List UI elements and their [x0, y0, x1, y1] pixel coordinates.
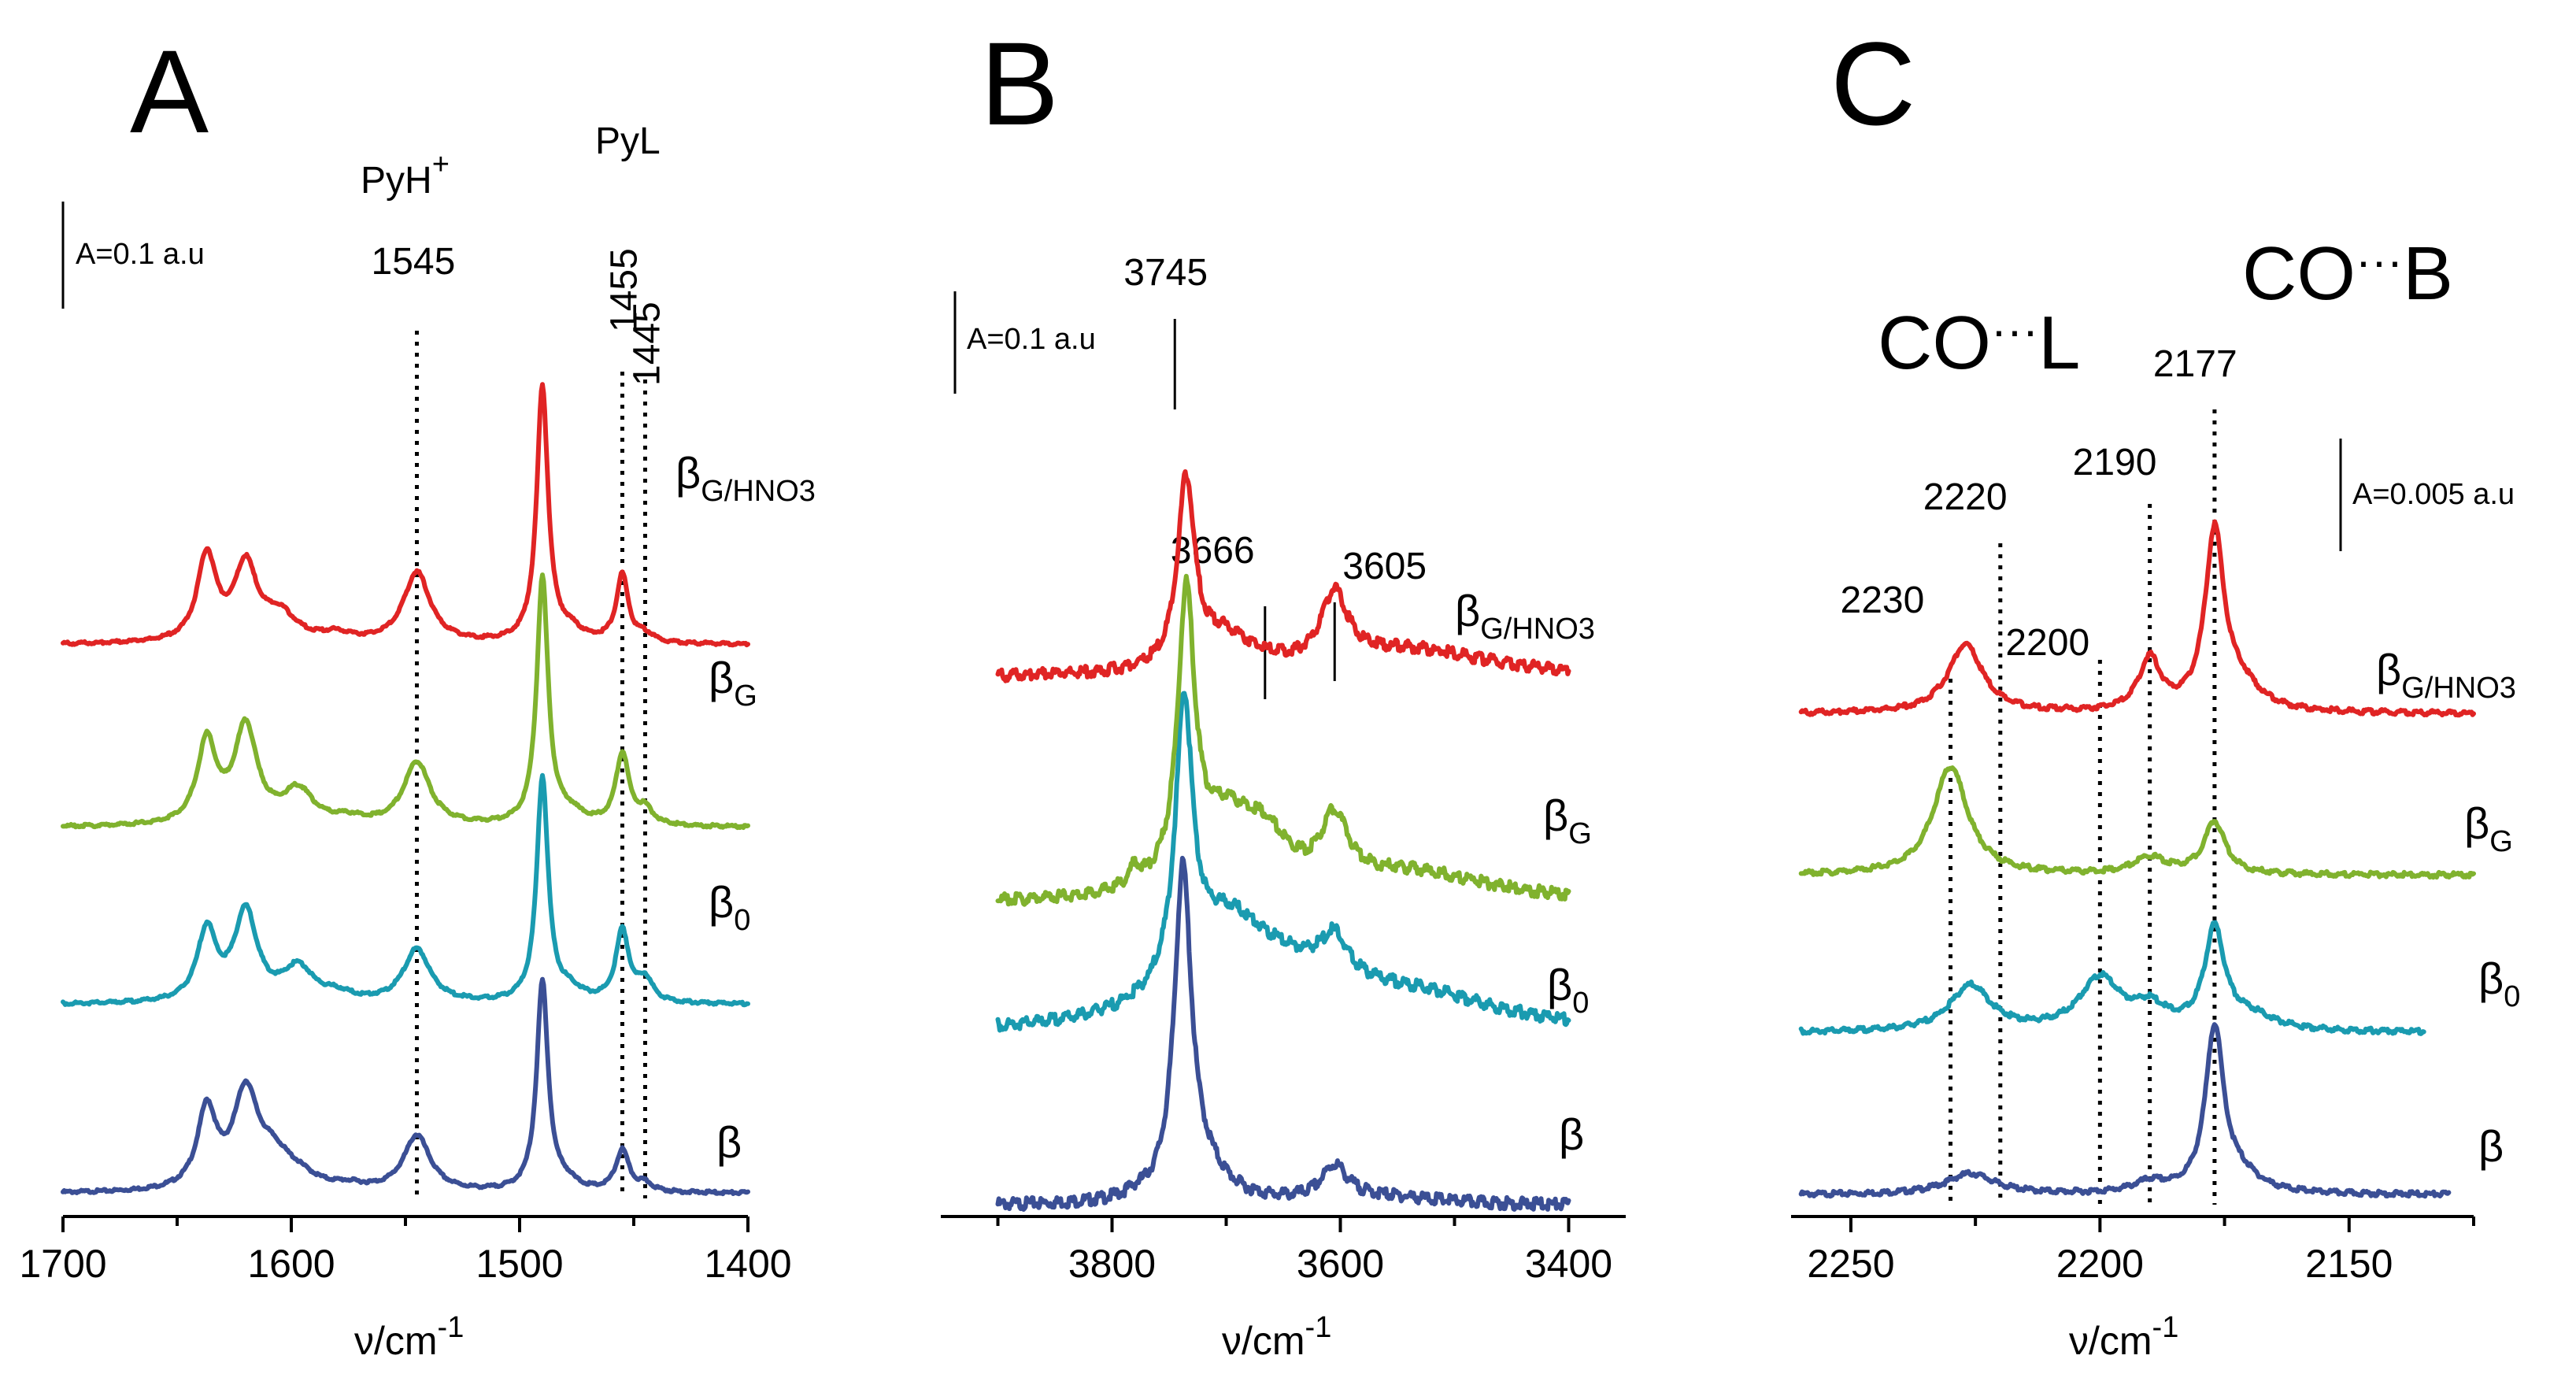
spectrum-beta_G_HNO3 [61, 976, 750, 1197]
panel-a-pyl-label: PyL [595, 120, 661, 162]
guide-label-2220: 2220 [1923, 476, 2008, 518]
tick-label: 1500 [476, 1242, 563, 1286]
series-label-beta_G_HNO3: βG/HNO3 [2376, 645, 2516, 705]
spectrum-beta_G_HNO3 [995, 855, 1571, 1212]
marker-label-3666: 3666 [1171, 530, 1255, 572]
panel-a-series-labels: βG/HNO3 βG β0 β [675, 448, 816, 1167]
spectrum-beta_G [995, 691, 1571, 1033]
panel-b-letter: B [980, 17, 1059, 150]
marker-label-3605: 3605 [1342, 546, 1427, 587]
panel-c-scale-label: A=0.005 a.u [2352, 478, 2515, 511]
panel-a-ticks: 1700 1600 1500 1400 [19, 1217, 792, 1286]
panel-b-ticks: 3800 3600 3400 [996, 1217, 1612, 1286]
panel-c-co-l-label: CO···L [1878, 301, 2080, 385]
series-label-beta_G_HNO3: βG/HNO3 [1455, 586, 1595, 646]
tick-label: 3800 [1068, 1242, 1156, 1286]
tick-label: 1600 [247, 1242, 335, 1286]
series-label-beta_0: β0 [709, 877, 750, 937]
tick-label: 2150 [2305, 1242, 2393, 1286]
panel-c-guides: 2230 2220 2200 2190 2177 [1841, 343, 2237, 1205]
guide-label-2230: 2230 [1841, 580, 1925, 621]
tick-label: 2200 [2056, 1242, 2144, 1286]
series-label-beta_G: βG [1543, 791, 1592, 850]
guide-label-2200: 2200 [2005, 622, 2089, 664]
panel-c-curves [1798, 519, 2476, 1199]
panel-a-curves [61, 382, 750, 1197]
panel-a-letter: A [130, 25, 209, 157]
guide-label-2190: 2190 [2073, 442, 2157, 483]
panel-c-x-axis-label: ν/cm-1 [2069, 1311, 2178, 1363]
series-label-beta: β [2478, 1121, 2504, 1171]
series-label-beta_G: βG [709, 653, 757, 713]
panel-a: A 1700 1600 1500 1400 ν/cm-1 A=0.1 a.u PyH+… [19, 25, 816, 1363]
guide-label-1455: 1455 [604, 248, 646, 332]
series-label-beta_0: β0 [2478, 954, 2520, 1013]
panel-b-curves [995, 469, 1571, 1212]
guide-label-1445: 1445 [627, 302, 668, 386]
series-label-beta: β [716, 1117, 742, 1167]
tick-label: 1700 [19, 1242, 106, 1286]
panel-b-series-labels: βG/HNO3 βG β0 β [1455, 586, 1595, 1159]
spectrum-beta_0 [1798, 765, 2476, 880]
panel-c: C 2250 2200 2150 ν/cm-1 A=0.005 a.u CO···L… [1791, 17, 2520, 1363]
spectrum-beta_G [61, 772, 750, 1008]
panel-a-x-axis-label: ν/cm-1 [354, 1311, 464, 1363]
tick-label: 3600 [1297, 1242, 1384, 1286]
panel-a-scale-label: A=0.1 a.u [76, 238, 205, 271]
spectrum-beta [61, 382, 750, 648]
panel-c-series-labels: βG/HNO3 βG β0 β [2376, 645, 2520, 1171]
panel-b-markers: 3745 3666 3605 [1123, 252, 1427, 699]
spectrum-beta [995, 469, 1571, 683]
panel-b-x-axis-label: ν/cm-1 [1222, 1311, 1331, 1363]
panel-c-co-b-label: CO···B [2242, 231, 2453, 316]
series-label-beta_0: β0 [1547, 960, 1589, 1020]
guide-label-2177: 2177 [2153, 343, 2237, 385]
spectrum-beta_0 [61, 572, 750, 831]
series-label-beta_G_HNO3: βG/HNO3 [675, 448, 816, 508]
series-label-beta: β [1559, 1109, 1584, 1159]
panel-b: B 3800 3600 3400 ν/cm-1 A=0.1 a.u 3745 3666… [941, 17, 1626, 1363]
panel-c-letter: C [1830, 17, 1915, 150]
panel-b-scale-label: A=0.1 a.u [967, 323, 1096, 356]
tick-label: 1400 [704, 1242, 791, 1286]
spectrum-beta_0 [995, 573, 1571, 907]
panel-c-ticks: 2250 2200 2150 [1807, 1217, 2475, 1286]
series-label-beta_G: βG [2464, 798, 2513, 858]
guide-label-1545: 1545 [372, 241, 456, 283]
spectrum-beta_G [1798, 920, 2426, 1036]
marker-label-3745: 3745 [1123, 252, 1208, 294]
tick-label: 3400 [1525, 1242, 1612, 1286]
tick-label: 2250 [1807, 1242, 1894, 1286]
panel-a-pyh-label: PyH+ [361, 148, 450, 202]
spectrum-beta [1798, 519, 2476, 718]
spectrum-beta_G_HNO3 [1798, 1022, 2452, 1199]
